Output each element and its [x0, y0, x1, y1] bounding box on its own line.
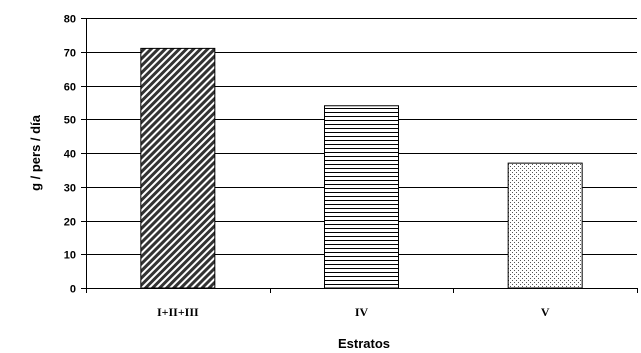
- y-tick-label: 10: [64, 250, 76, 262]
- y-tick-label: 20: [64, 217, 76, 229]
- bars: [140, 47, 583, 289]
- bar-1: [140, 47, 216, 289]
- x-tick-label: I+II+III: [157, 305, 199, 319]
- y-tick-label: 50: [64, 115, 76, 127]
- y-tick-label: 70: [64, 48, 76, 60]
- y-tick-label: 0: [70, 284, 76, 296]
- y-tick-label: 40: [64, 149, 76, 161]
- x-tick-label: IV: [355, 305, 369, 319]
- bar-3: [507, 162, 583, 289]
- y-tick-labels: 0 10 20 30 40 50 60 70 80: [64, 14, 76, 296]
- y-tick-label: 60: [64, 82, 76, 94]
- x-axis-title: Estratos: [338, 336, 390, 351]
- bar-2: [324, 105, 399, 289]
- axes: [81, 18, 638, 293]
- x-tick-label: V: [541, 305, 550, 319]
- x-tick-labels: I+II+III IV V: [157, 305, 550, 319]
- y-tick-label: 80: [64, 14, 76, 26]
- y-tick-label: 30: [64, 183, 76, 195]
- y-axis-title: g / pers / día: [28, 114, 43, 191]
